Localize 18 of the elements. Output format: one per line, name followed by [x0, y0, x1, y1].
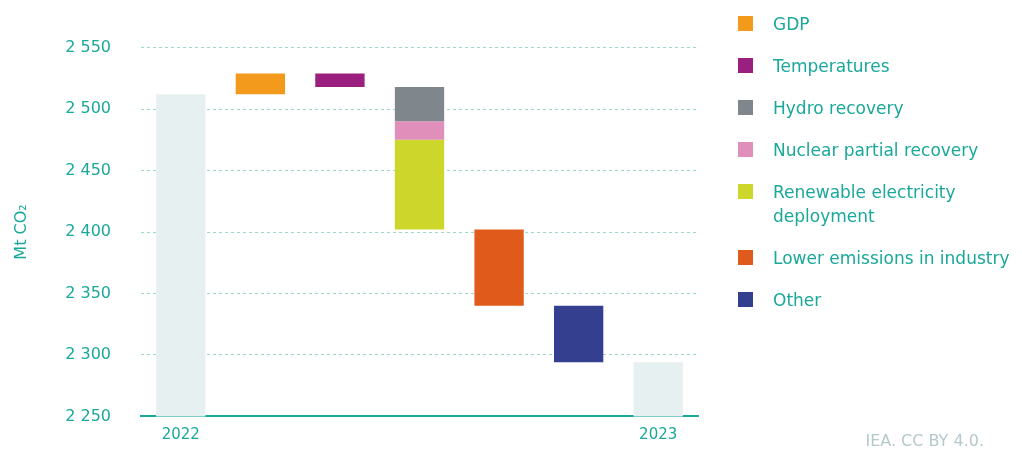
y-tick-label: 2 400 [65, 221, 111, 241]
legend-label: GDP [773, 13, 810, 36]
y-tick-label: 2 500 [65, 98, 111, 118]
legend-label: Nuclear partial recovery [773, 139, 979, 162]
legend-label: Lower emissions in industry [773, 247, 1010, 270]
y-tick-label: 2 300 [65, 344, 111, 364]
y-axis-title: Mt CO₂ [10, 204, 30, 260]
legend-label: Temperatures [773, 55, 890, 78]
x-tick-label: 2022 [161, 425, 200, 444]
legend-label: Other [773, 289, 822, 312]
x-tick-label: 2023 [639, 425, 678, 444]
text: IEA. CC BY 4.0. [865, 431, 984, 450]
y-tick-label: 2 450 [65, 159, 111, 179]
y-tick-label: 2 250 [65, 405, 111, 425]
legend-label: Renewable electricity deployment [773, 181, 957, 228]
y-tick-label: 2 550 [65, 36, 111, 56]
legend-label: Hydro recovery [773, 97, 904, 120]
y-tick-label: 2 350 [65, 282, 111, 302]
